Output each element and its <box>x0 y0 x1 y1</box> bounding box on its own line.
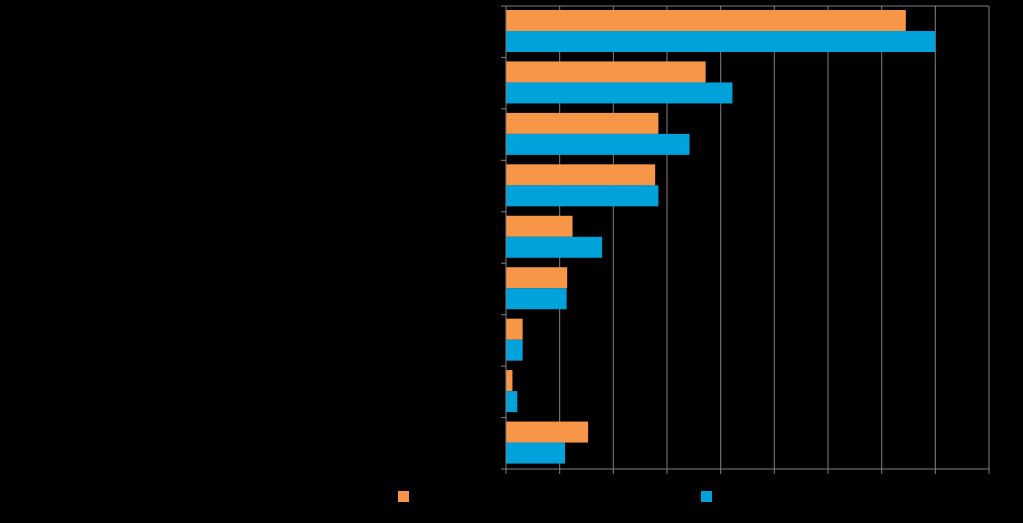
bar-series-2-category-6 <box>506 288 567 310</box>
bar-series-1-category-3 <box>506 112 659 134</box>
legend-swatch-series-1 <box>398 491 409 502</box>
bar-series-2-category-5 <box>506 236 603 258</box>
bar-series-1-category-8 <box>506 370 513 392</box>
bar-series-1-category-6 <box>506 267 568 289</box>
bar-series-1-category-4 <box>506 164 656 186</box>
bar-series-1-category-1 <box>506 10 906 31</box>
bar-series-2-category-2 <box>506 82 733 104</box>
bar-series-2-category-4 <box>506 185 659 207</box>
bars <box>506 10 936 464</box>
bar-series-2-category-9 <box>506 442 566 464</box>
bar-series-2-category-1 <box>506 31 936 52</box>
legend-swatch-series-2 <box>701 491 712 502</box>
axes <box>501 5 990 474</box>
bar-series-2-category-3 <box>506 133 690 155</box>
bar-series-1-category-2 <box>506 61 706 83</box>
bar-series-1-category-9 <box>506 421 589 443</box>
bar-series-1-category-5 <box>506 215 573 237</box>
bar-series-2-category-8 <box>506 391 518 413</box>
legend <box>398 491 712 502</box>
bar-series-2-category-7 <box>506 339 523 361</box>
bar-series-1-category-7 <box>506 318 523 340</box>
